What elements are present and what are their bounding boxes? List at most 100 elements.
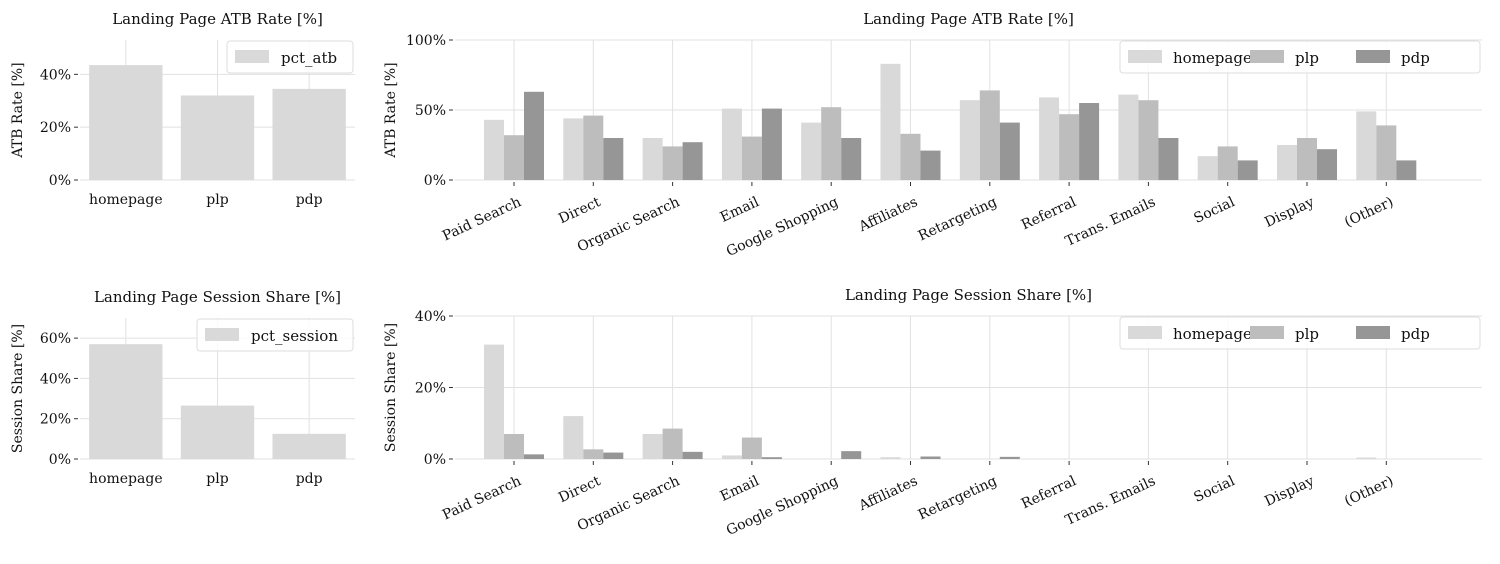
bar-homepage-Email	[721, 455, 742, 459]
legend-swatch	[235, 50, 269, 63]
bar-homepage-Organic Search	[642, 433, 663, 459]
legend-box	[196, 318, 354, 352]
bar-homepage-(Other)	[1356, 457, 1377, 459]
x-tick-label: Retargeting	[916, 473, 1000, 523]
bar-pdp-Paid Search	[524, 91, 544, 180]
bar-plp-Direct	[583, 115, 604, 180]
y-tick-label: 40%	[40, 371, 71, 387]
x-tick-label: Display	[1262, 473, 1316, 510]
x-tick-label: homepage	[89, 471, 163, 487]
bar-homepage-Referral	[1039, 97, 1060, 180]
bar-pdp-(Other)	[1396, 160, 1417, 180]
chart-title: Landing Page ATB Rate [%]	[863, 10, 1074, 28]
bar-homepage	[89, 65, 163, 180]
bar-pdp-Email	[761, 457, 782, 459]
legend-swatch-plp	[1250, 326, 1284, 339]
x-tick-label: (Other)	[1342, 194, 1396, 230]
legend-swatch-pdp	[1356, 326, 1390, 339]
legend-label-homepage: homepage	[1173, 49, 1252, 67]
legend-label: pct_session	[251, 327, 338, 345]
bar-plp-Organic Search	[662, 428, 683, 459]
bar-plp-Email	[741, 437, 762, 459]
bar-pdp-Organic Search	[682, 451, 703, 459]
x-tick-label: Referral	[1019, 194, 1079, 233]
bar-pdp	[272, 88, 346, 180]
bar-plp-Affiliates	[900, 133, 921, 180]
legend-swatch-plp	[1250, 50, 1284, 63]
y-axis-label: Session Share [%]	[383, 323, 399, 452]
y-axis-label: ATB Rate [%]	[383, 62, 399, 158]
legend-label-plp: plp	[1295, 325, 1319, 343]
legend-box	[226, 40, 354, 74]
y-tick-label: 100%	[406, 33, 446, 49]
bar-pdp-Display	[1317, 149, 1337, 180]
bar-pdp-Social	[1237, 160, 1258, 180]
x-tick-label: Referral	[1019, 473, 1079, 512]
y-tick-label: 0%	[49, 173, 71, 189]
bar-homepage	[89, 344, 163, 459]
bar-homepage-(Other)	[1356, 111, 1377, 180]
x-tick-label: Retargeting	[916, 194, 1000, 244]
bar-pdp-Direct	[603, 138, 624, 180]
bar-plp-Retargeting	[979, 90, 1000, 180]
bar-homepage-Paid Search	[484, 344, 504, 459]
x-tick-label: pdp	[296, 192, 323, 208]
x-tick-label: Trans. Emails	[1063, 194, 1158, 250]
x-tick-label: Email	[718, 194, 762, 226]
bar-homepage-Google Shopping	[801, 122, 822, 180]
y-tick-label: 20%	[40, 412, 71, 428]
y-axis-label: Session Share [%]	[10, 324, 26, 453]
legend-swatch	[205, 328, 239, 341]
bar-plp-Display	[1297, 138, 1317, 180]
y-tick-label: 20%	[40, 120, 71, 136]
bar-pdp-Affiliates	[920, 456, 941, 459]
x-tick-label: Email	[718, 473, 762, 505]
y-axis-label: ATB Rate [%]	[10, 62, 26, 158]
bar-pdp-Organic Search	[682, 142, 703, 180]
bar-homepage-Email	[721, 108, 742, 180]
x-tick-label: (Other)	[1342, 473, 1396, 509]
bar-pdp-Paid Search	[524, 454, 544, 459]
bar-pdp-Trans. Emails	[1158, 138, 1179, 180]
chart-title: Landing Page Session Share [%]	[94, 288, 341, 306]
x-tick-label: homepage	[89, 192, 163, 208]
x-tick-label: Direct	[556, 194, 603, 227]
bar-homepage-Trans. Emails	[1118, 94, 1139, 180]
x-tick-label: Paid Search	[440, 473, 524, 523]
y-tick-label: 50%	[415, 103, 446, 119]
legend-swatch-homepage	[1128, 326, 1162, 339]
bar-homepage-Retargeting	[959, 100, 980, 180]
x-tick-label: plp	[206, 471, 228, 487]
bar-plp-Paid Search	[504, 433, 524, 459]
x-tick-label: Social	[1192, 194, 1238, 227]
bar-homepage-Direct	[563, 416, 584, 459]
bar-plp-Direct	[583, 449, 604, 459]
x-tick-label: Direct	[556, 473, 603, 506]
bar-pdp	[272, 433, 346, 459]
chart-title: Landing Page Session Share [%]	[845, 286, 1092, 304]
legend-label-homepage: homepage	[1173, 325, 1252, 343]
x-tick-label: Display	[1262, 194, 1316, 231]
bar-homepage-Social	[1197, 156, 1218, 180]
y-tick-label: 0%	[424, 452, 446, 468]
legend-swatch-homepage	[1128, 50, 1162, 63]
bar-pdp-Referral	[1079, 103, 1100, 180]
bar-pdp-Affiliates	[920, 150, 941, 180]
x-tick-label: Trans. Emails	[1063, 473, 1158, 529]
legend-box	[1119, 40, 1481, 74]
legend-label-plp: plp	[1295, 49, 1319, 67]
bar-homepage-Direct	[563, 118, 584, 180]
x-tick-label: plp	[206, 192, 228, 208]
bar-plp-Referral	[1059, 114, 1080, 180]
bar-plp-Organic Search	[662, 146, 683, 180]
x-tick-label: pdp	[296, 471, 323, 487]
bar-homepage-Affiliates	[880, 457, 901, 459]
y-tick-label: 40%	[415, 309, 446, 325]
legend-label-pdp: pdp	[1401, 49, 1430, 67]
legend-box	[1119, 316, 1481, 350]
bar-plp-Social	[1217, 146, 1238, 180]
bar-pdp-Google Shopping	[841, 451, 862, 459]
bar-plp-Paid Search	[504, 135, 524, 180]
y-tick-label: 0%	[424, 173, 446, 189]
bar-plp	[180, 405, 255, 459]
